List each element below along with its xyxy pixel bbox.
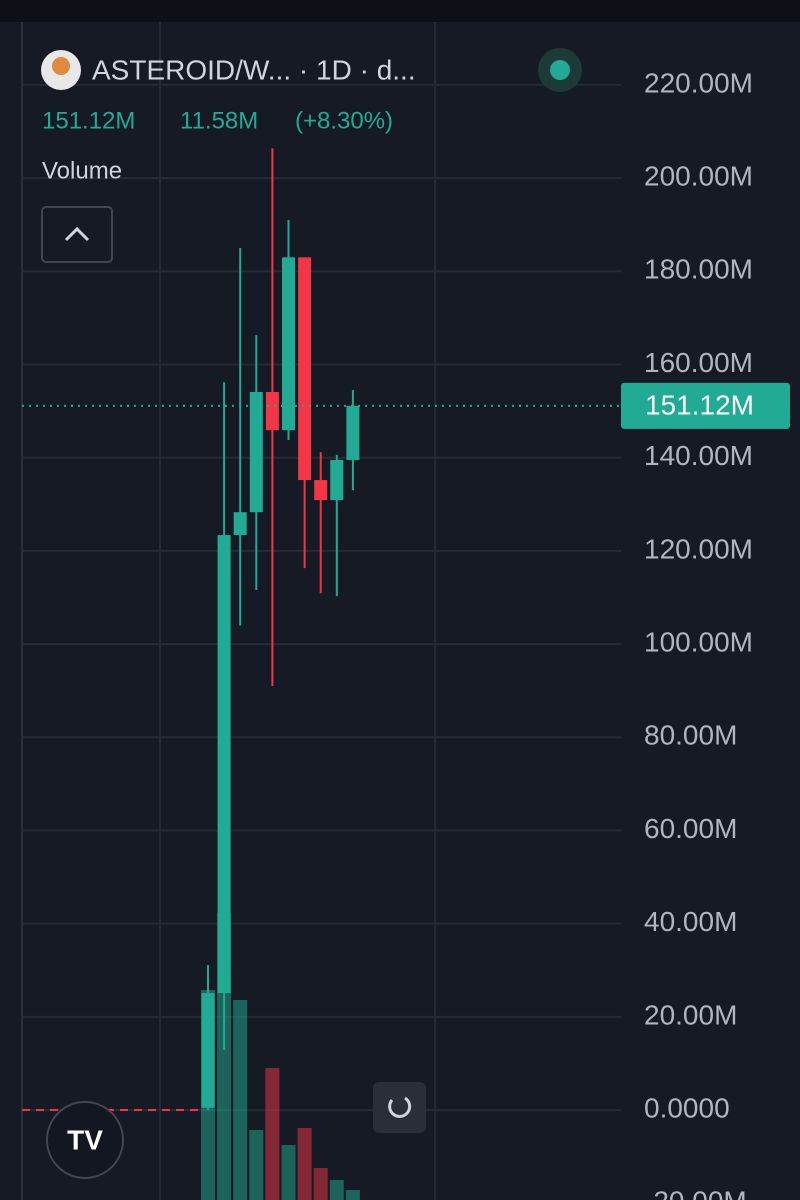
status-dot — [550, 60, 570, 80]
volume-bar — [281, 1145, 296, 1200]
volume-bar — [233, 1000, 248, 1200]
volume-layer — [201, 913, 360, 1200]
price-axis: 220.00M 200.00M 180.00M 160.00M 140.00M 120.0… — [644, 67, 753, 1200]
volume-bar — [345, 1190, 360, 1200]
y-tick-label: 60.00M — [644, 813, 737, 844]
volume-bar — [265, 1068, 280, 1200]
indicator-label: Volume — [42, 157, 122, 184]
candle-body — [314, 480, 328, 501]
y-tick-label: 40.00M — [644, 906, 737, 937]
y-tick-label: 0.0000 — [644, 1092, 730, 1123]
last-value: 151.12M — [42, 107, 135, 134]
grid — [22, 83, 621, 1112]
change: 11.58M — [180, 107, 258, 134]
candle-body — [282, 257, 295, 431]
tv-logo-button[interactable] — [46, 1101, 124, 1179]
candle-body — [346, 405, 360, 461]
chevron-up-icon — [64, 226, 90, 242]
symbol-logo-face — [52, 57, 70, 75]
y-tick-label: 80.00M — [644, 720, 737, 751]
reset-button[interactable] — [373, 1082, 426, 1133]
y-tick-label: 120.00M — [644, 533, 753, 564]
current-price-label: 151.12M — [645, 389, 754, 420]
y-tick-label: 180.00M — [644, 254, 753, 285]
volume-bar — [329, 1180, 344, 1200]
change-percent: (+8.30%) — [295, 107, 393, 134]
y-tick-label: 160.00M — [644, 347, 753, 378]
reset-icon — [388, 1096, 412, 1118]
y-tick-label: -20.00M — [644, 1186, 747, 1200]
top-bar — [0, 0, 800, 22]
candle-body — [249, 391, 263, 513]
y-tick-label: 20.00M — [644, 999, 737, 1030]
collapse-button[interactable] — [41, 206, 113, 263]
symbol-title[interactable]: ASTEROID/W... · 1D · d... — [92, 54, 416, 85]
y-tick-label: 140.00M — [644, 440, 753, 471]
y-tick-label: 220.00M — [644, 67, 753, 98]
candle-body — [233, 512, 247, 536]
volume-bar — [297, 1128, 312, 1200]
tv-logo: TV — [67, 1124, 103, 1155]
candle-body — [265, 391, 279, 431]
candle-body — [217, 535, 231, 994]
candle-body — [298, 257, 312, 481]
y-tick-label: 200.00M — [644, 160, 753, 191]
y-tick-label: 100.00M — [644, 626, 753, 657]
candle-body — [201, 993, 215, 1108]
volume-bar — [313, 1168, 328, 1200]
candle-body — [330, 460, 344, 501]
candle-layer — [201, 148, 360, 1111]
volume-bar — [249, 1130, 264, 1200]
current-price-box — [621, 382, 790, 429]
